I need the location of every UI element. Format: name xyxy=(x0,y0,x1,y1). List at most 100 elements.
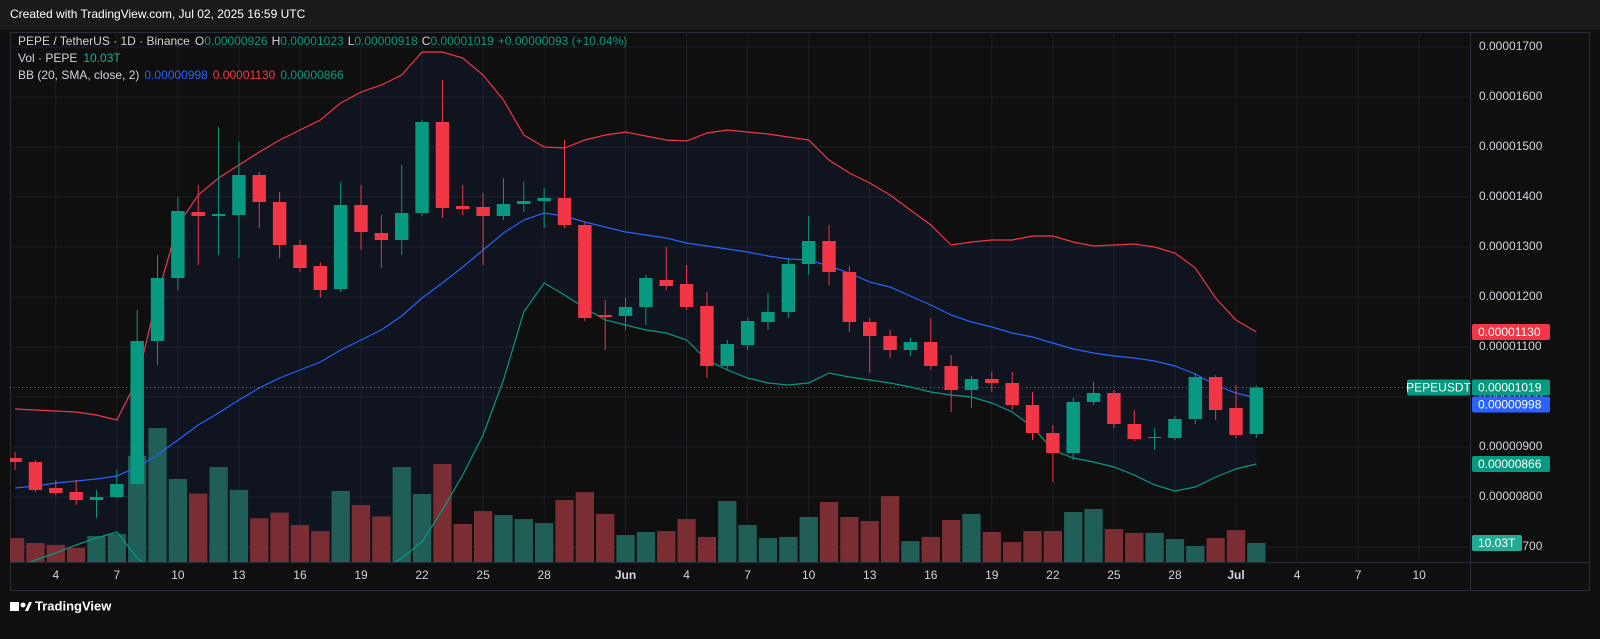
candle-body xyxy=(1066,402,1080,453)
volume-bar xyxy=(453,524,472,562)
y-tick-label: 0.00000900 xyxy=(1479,439,1543,453)
candle-body xyxy=(639,278,653,307)
volume-bar xyxy=(596,513,615,562)
legend-item: 0.00001019 xyxy=(430,34,494,48)
price-tag xyxy=(1472,379,1550,396)
volume-bar xyxy=(555,500,574,562)
volume-bar xyxy=(433,463,452,562)
axes: 0.00001700 0.00001600 0.00001500 0.00001400… xyxy=(52,39,1550,582)
legend: PEPE / TetherUS · 1D · Binance O0.0000092… xyxy=(18,34,627,82)
volume-bar xyxy=(1145,532,1164,562)
bb-fill xyxy=(15,52,1257,562)
candle-body xyxy=(842,272,857,322)
volume-bar xyxy=(779,536,798,562)
volume-bar xyxy=(311,531,330,562)
candle-body xyxy=(1107,393,1121,424)
y-tick-label: 0.00001400 xyxy=(1479,189,1543,203)
candle-body xyxy=(659,280,673,286)
price-tag-label: 0.00000998 xyxy=(1478,398,1542,412)
legend-item: 0.00001130 xyxy=(213,68,276,82)
legend-item: 0.00000918 xyxy=(354,34,418,48)
x-tick-label: 10 xyxy=(171,568,185,582)
x-tick-label: 22 xyxy=(1046,568,1060,582)
plot xyxy=(10,51,1470,562)
bb-upper-line xyxy=(15,51,1257,421)
x-tick-label: 13 xyxy=(863,568,877,582)
x-tick-label: 7 xyxy=(113,568,120,582)
volume-bar xyxy=(473,511,493,562)
volume-bar xyxy=(189,493,208,562)
volume-bar xyxy=(1043,531,1063,562)
candle-body xyxy=(1025,405,1040,433)
candle-body xyxy=(944,366,958,390)
candle-body xyxy=(1086,393,1101,402)
legend-item: 0.00001023 xyxy=(280,34,344,48)
volume-bar xyxy=(229,489,249,562)
legend-item: L xyxy=(348,34,355,48)
volume-bar xyxy=(250,518,269,562)
candle-body xyxy=(1208,377,1223,410)
volume-bar xyxy=(331,490,350,562)
candle-body xyxy=(89,497,104,500)
candle-body xyxy=(1005,383,1019,405)
candle-body xyxy=(211,214,226,216)
price-tag-label: 0.00000866 xyxy=(1478,457,1542,471)
volume-bar xyxy=(1165,539,1185,562)
legend-line: Vol · PEPE 10.03T xyxy=(18,51,121,65)
candle-body xyxy=(903,342,918,350)
legend-item: PEPE / TetherUS · 1D · Binance xyxy=(18,34,190,48)
volume-bar xyxy=(148,428,167,562)
volume-bar xyxy=(616,535,635,562)
candle-body xyxy=(1147,437,1162,438)
candle-body xyxy=(394,213,409,240)
x-tick-label: 4 xyxy=(1294,568,1301,582)
chart-frame xyxy=(10,32,1590,591)
volume-bar xyxy=(1125,532,1144,562)
x-tick-label: 7 xyxy=(744,568,751,582)
candle-body xyxy=(964,379,979,390)
candle-body xyxy=(354,205,368,232)
volume-bar xyxy=(982,531,1001,562)
x-tick-label: 16 xyxy=(924,568,938,582)
candle-body xyxy=(333,205,348,289)
candle-body xyxy=(517,201,531,204)
volume-bar xyxy=(10,538,25,562)
volume-bar xyxy=(860,520,879,562)
candle-body xyxy=(272,202,287,245)
volume-tag-label: 10.03T xyxy=(1478,536,1516,550)
legend-item: 0.00000866 xyxy=(280,68,344,82)
candle-body xyxy=(740,321,755,345)
candle-body xyxy=(801,241,816,264)
candle-body xyxy=(578,225,592,318)
x-tick-label: 16 xyxy=(293,568,307,582)
candle-body xyxy=(1249,387,1264,434)
volume-bar xyxy=(514,519,533,562)
x-tick-label: 4 xyxy=(52,568,59,582)
candle-body xyxy=(1229,408,1243,435)
candle-body xyxy=(1046,433,1060,453)
volume-bar xyxy=(107,534,126,562)
candle-body xyxy=(761,312,775,322)
volume-bar xyxy=(941,520,961,562)
volume-bar xyxy=(26,543,45,562)
candle-body xyxy=(598,315,612,317)
y-tick-label: 0.00001200 xyxy=(1479,289,1543,303)
volume-bar xyxy=(718,501,737,562)
price-tag-label: 0.00001130 xyxy=(1478,325,1541,339)
candle-body xyxy=(293,245,307,268)
footer-text: TradingView xyxy=(35,598,112,613)
candle-body xyxy=(150,278,165,341)
candle-body xyxy=(496,204,511,216)
volume-bar xyxy=(1003,542,1022,562)
volume-bar xyxy=(901,541,920,562)
volume-bar xyxy=(1247,542,1266,562)
candle-body xyxy=(679,284,694,307)
candle-body xyxy=(1168,419,1182,438)
legend-line: BB (20, SMA, close, 2) 0.00000998 0.000011… xyxy=(18,68,344,82)
candle-body xyxy=(700,306,714,366)
candle-body xyxy=(69,492,83,500)
candle-body xyxy=(720,344,734,366)
candle-body xyxy=(110,484,124,497)
